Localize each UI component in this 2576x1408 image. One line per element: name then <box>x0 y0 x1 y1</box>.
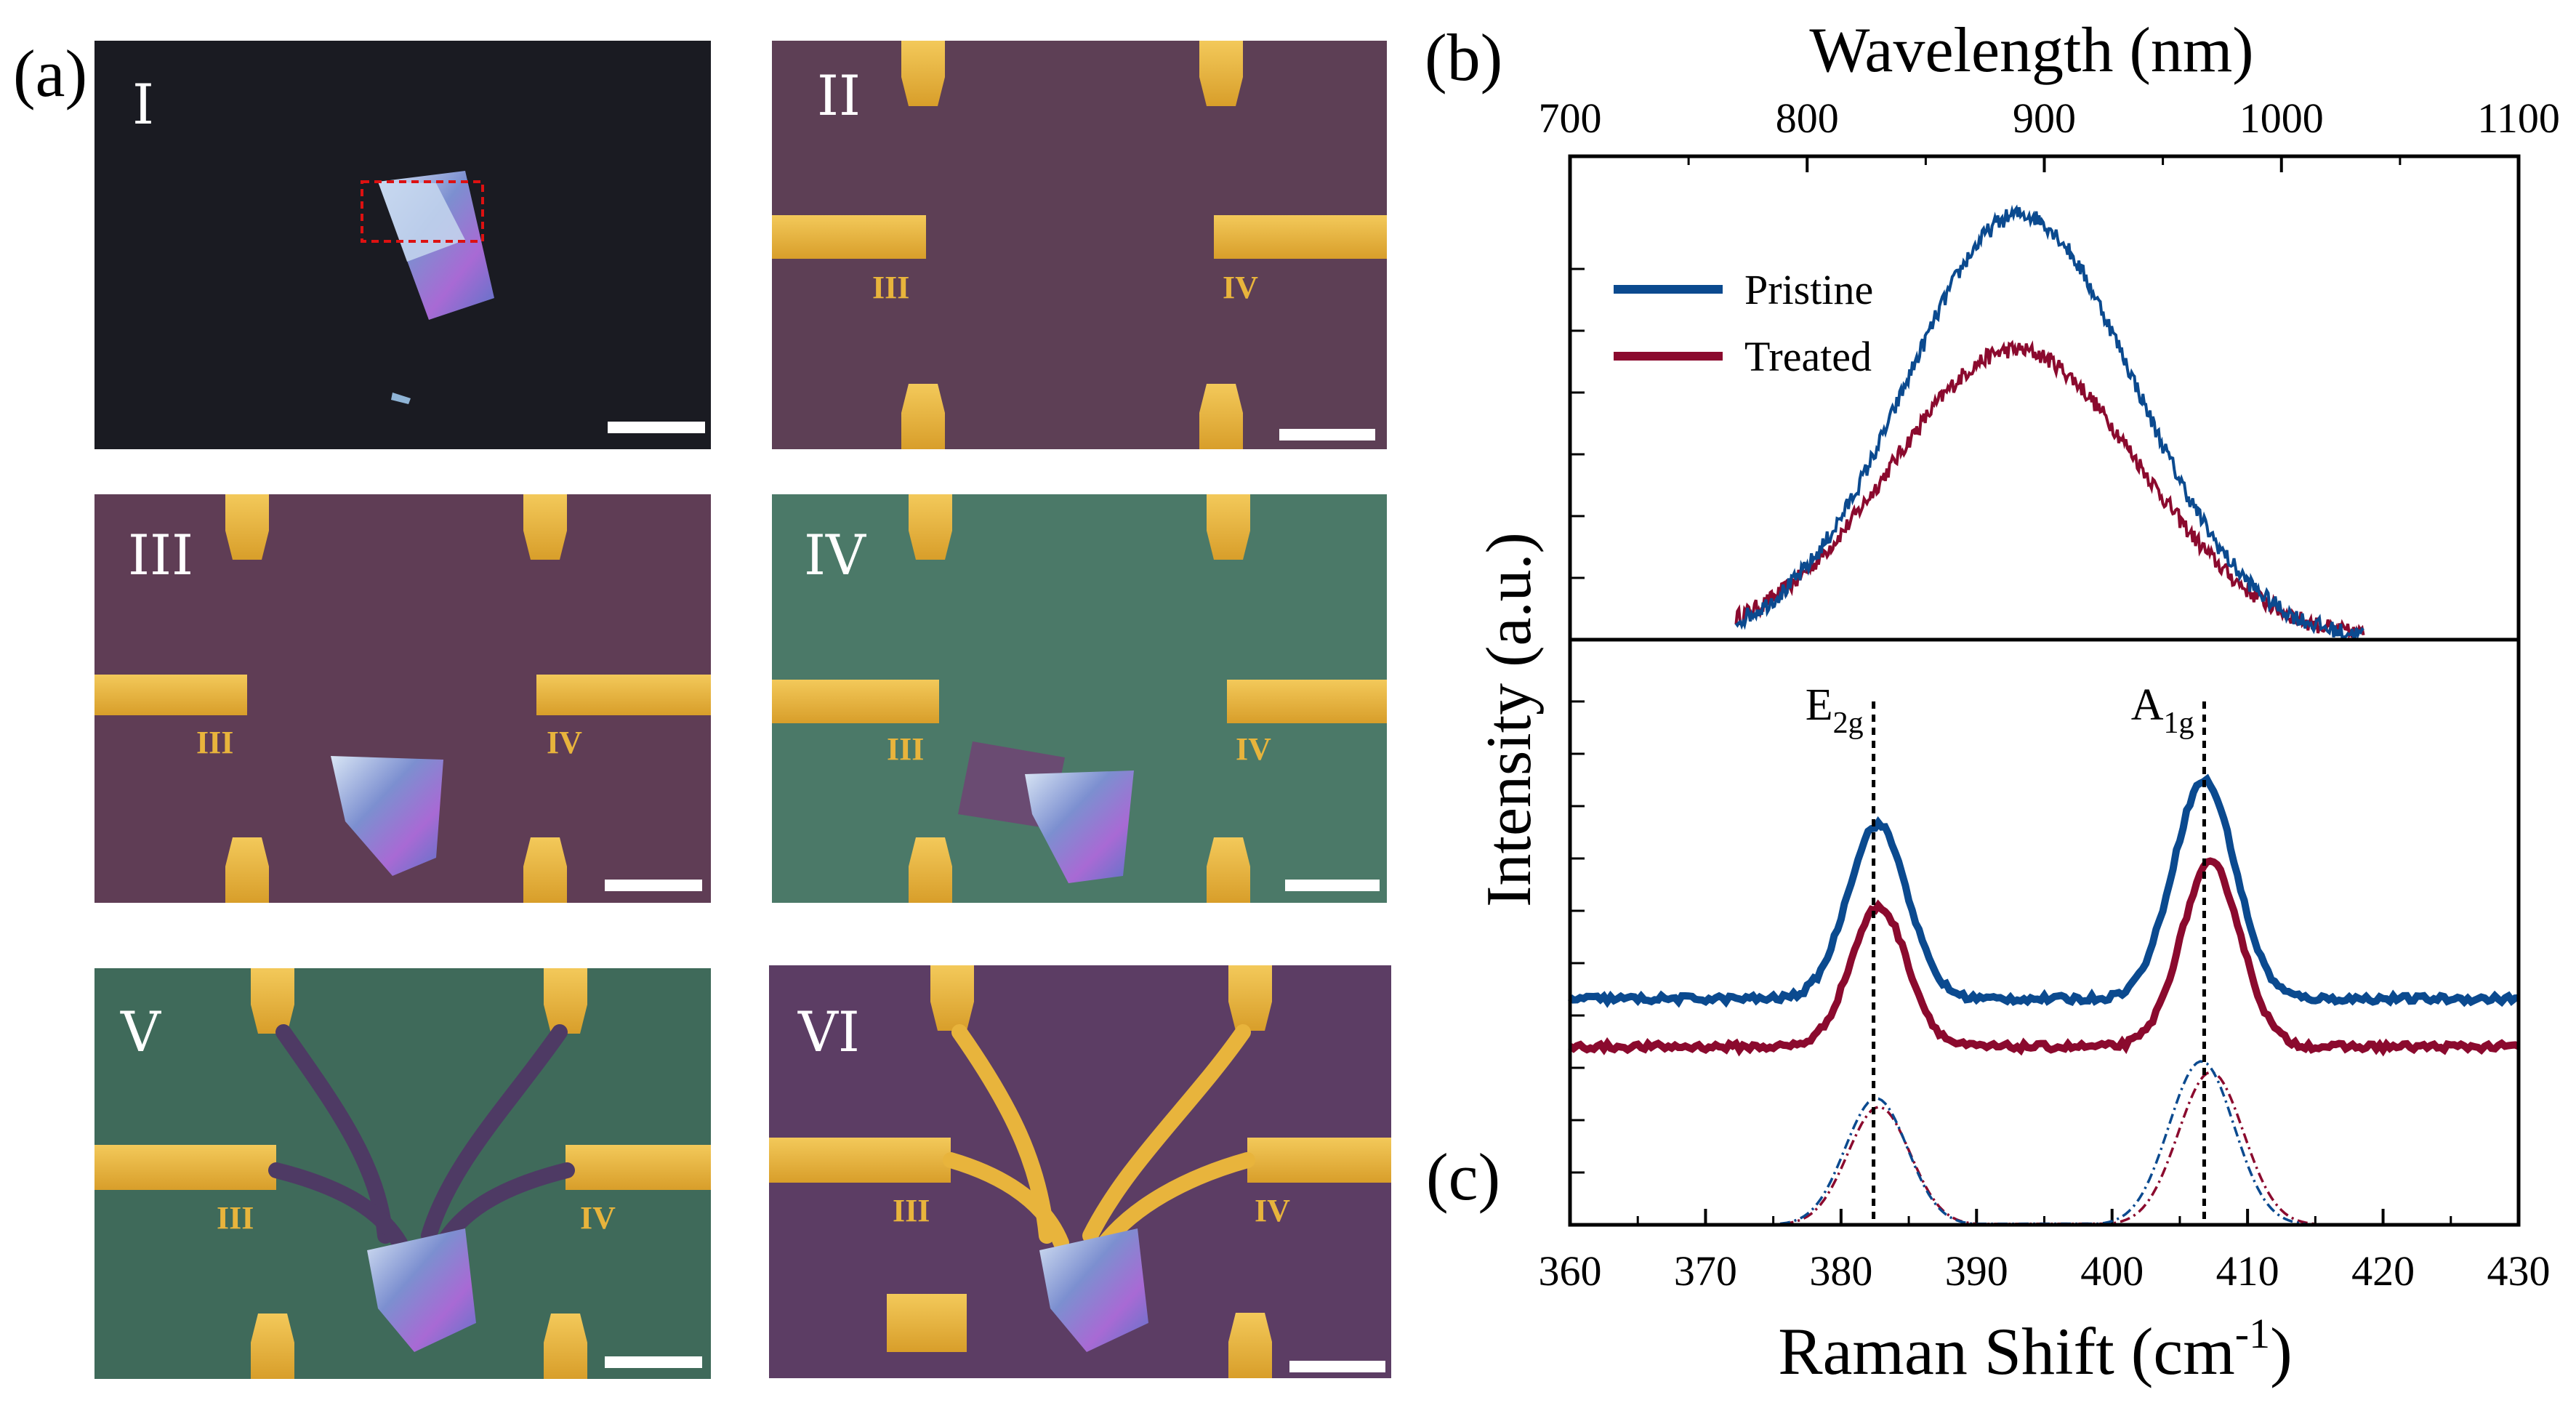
raman-xlabel-main: Raman Shift (cm <box>1778 1314 2235 1388</box>
electrode-label-right: IV <box>1223 270 1258 305</box>
pl-tick-label: 700 <box>1539 94 1602 142</box>
raman-chart: 360 370 380 390 400 410 420 430 E2g A1g Raman Sh… <box>1539 637 2551 1388</box>
micrograph-label: IV <box>804 523 866 587</box>
raman-peak-markers: E2g A1g <box>1806 680 2206 1225</box>
raman-xlabel-end: ) <box>2270 1314 2293 1388</box>
y-axis-label: Intensity (a.u.) <box>1474 532 1545 907</box>
electrode-label-left: III <box>217 1200 254 1236</box>
flake <box>331 756 443 876</box>
panel-b-label: (b) <box>1425 20 1502 94</box>
pl-tick-label: 900 <box>2013 94 2076 142</box>
electrode-label-left: III <box>887 731 924 767</box>
pl-tick-label: 800 <box>1776 94 1839 142</box>
micrograph-label: II <box>817 63 861 128</box>
pl-tick-label: 1100 <box>2477 94 2560 142</box>
pl-legend: Pristine Treated <box>1614 266 1873 380</box>
raman-line-treated-fit <box>1783 1071 2316 1226</box>
electrode-pads <box>94 968 711 1379</box>
raman-tick-label: 390 <box>1945 1247 2008 1295</box>
raman-tick-label: 370 <box>1674 1247 1737 1295</box>
wires <box>943 1024 1255 1251</box>
legend-label-treated: Treated <box>1744 333 1872 380</box>
scale-bar <box>1285 880 1380 891</box>
flake <box>1039 1228 1148 1352</box>
electrode-label-right: IV <box>580 1200 616 1236</box>
selection-box <box>361 180 484 243</box>
micrograph-grid: I III IV II <box>94 41 1391 1379</box>
electrode-pads <box>94 494 711 903</box>
scale-bar <box>605 880 702 891</box>
panel-c-label: (c) <box>1426 1140 1500 1214</box>
raman-tick-label: 430 <box>2487 1247 2551 1295</box>
peak-label-a1g: A1g <box>2131 680 2194 740</box>
small-flake <box>391 393 411 404</box>
raman-frame <box>1568 637 2521 1227</box>
scale-bar <box>608 422 705 433</box>
micrograph-1: I <box>94 41 711 449</box>
raman-xlabel: Raman Shift (cm-1) <box>1778 1310 2293 1388</box>
micrograph-2: III IV II <box>772 41 1387 449</box>
scale-bar <box>1289 1361 1385 1372</box>
electrode-label-right: IV <box>547 725 582 760</box>
pl-chart: Wavelength (nm) 700 800 900 1000 1100 Pristi… <box>1474 15 2560 907</box>
peak-label-base: E <box>1806 680 1833 730</box>
raman-xlabel-sup: -1 <box>2235 1310 2270 1357</box>
pl-xlabel: Wavelength (nm) <box>1809 15 2253 86</box>
legend-label-pristine: Pristine <box>1744 266 1873 313</box>
raman-line-pristine <box>1568 773 2519 1008</box>
electrode-pads <box>772 41 1387 449</box>
raman-x-ticks: 360 370 380 390 400 410 420 430 <box>1539 700 2551 1295</box>
raman-tick-label: 400 <box>2080 1247 2144 1295</box>
scale-bar <box>1279 429 1375 440</box>
electrode-label-left: III <box>893 1193 930 1228</box>
micrograph-label: I <box>132 72 154 137</box>
peak-label-sub: 1g <box>2163 707 2194 740</box>
micrograph-label: VI <box>797 999 860 1064</box>
micrograph-3: III IV III <box>94 494 711 903</box>
electrode-label-right: IV <box>1255 1193 1290 1228</box>
peak-label-base: A <box>2131 680 2164 730</box>
micrograph-5: III IV V <box>94 968 711 1379</box>
flake <box>1025 771 1134 883</box>
electrode-label-right: IV <box>1236 731 1271 767</box>
micrograph-label: III <box>128 523 193 587</box>
electrode-label-left: III <box>196 725 233 760</box>
raman-line-treated <box>1568 857 2520 1057</box>
electrode-pads <box>769 965 1391 1378</box>
flake <box>367 1228 476 1352</box>
scale-bar <box>605 1356 702 1368</box>
peak-label-sub: 2g <box>1833 707 1864 740</box>
pl-x-ticks: 700 800 900 1000 1100 <box>1539 94 2560 579</box>
raman-tick-label: 360 <box>1539 1247 1602 1295</box>
micrograph-6: III IV VI <box>769 965 1391 1378</box>
raman-line-pristine-fit <box>1779 1060 2306 1226</box>
raman-tick-label: 410 <box>2216 1247 2279 1295</box>
pl-tick-label: 1000 <box>2239 94 2324 142</box>
raman-series <box>1568 773 2520 1226</box>
electrode-label-left: III <box>872 270 909 305</box>
panel-a-label: (a) <box>13 36 87 110</box>
raman-tick-label: 420 <box>2351 1247 2415 1295</box>
micrograph-4: III IV IV <box>772 494 1387 903</box>
pl-line-pristine <box>1734 204 2364 640</box>
peak-label-e2g: E2g <box>1806 680 1864 740</box>
electrode-pads <box>772 494 1387 903</box>
micrograph-label: V <box>120 999 161 1064</box>
raman-tick-label: 380 <box>1809 1247 1872 1295</box>
pl-series <box>1734 204 2365 640</box>
wires <box>268 1024 575 1251</box>
